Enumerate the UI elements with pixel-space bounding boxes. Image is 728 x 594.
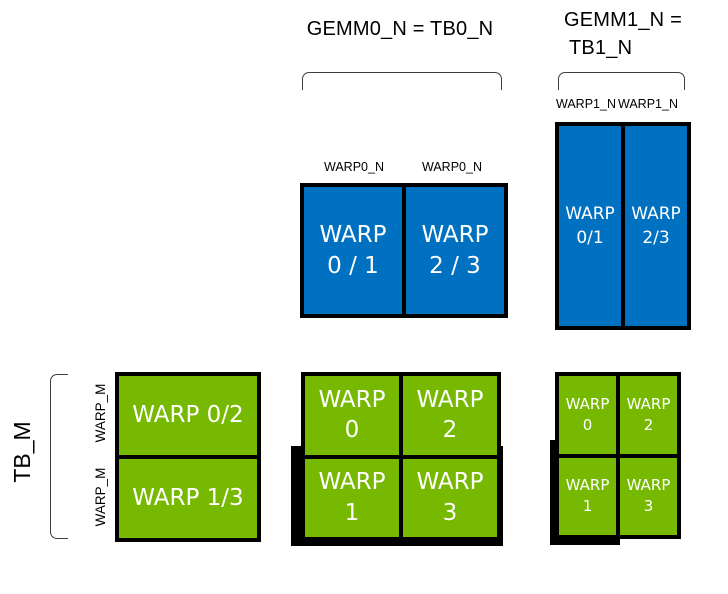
tb-right-warp1-tile: WARP 1 [559,457,616,535]
accum0-warp23-label-line2: 2 / 3 [429,252,481,279]
gemm1-n-extent-bracket [558,72,685,90]
accum1-col0-label: WARP1_N [556,97,616,111]
gemm1-n-header-line1: GEMM1_N = [564,9,682,31]
accum1-warp23-label-line2: 2/3 [642,228,670,248]
tb-mid-warp2-tile: WARP 2 [403,376,497,455]
accum1-col1-label: WARP1_N [618,97,678,111]
tb-right-warp2-tile: WARP 2 [620,376,677,454]
accum1-warp-tiles: WARP 0/1 WARP 2/3 [555,122,691,330]
tb-left-warp02-label: WARP 0/2 [132,402,244,429]
tb-right-warp3-label-line2: 3 [643,497,654,516]
gemm1-n-header-line2: TB1_N [569,37,633,59]
tb-mid-warp1-label-line2: 1 [344,499,360,526]
accum0-warp-tiles: WARP 0 / 1 WARP 2 / 3 [300,183,508,318]
accum1-warp23-tile: WARP 2/3 [625,126,687,326]
tb-right-warp-tiles: WARP 0 WARP 2 WARP 1 WARP 3 [555,372,681,539]
tb-right-warp3-tile: WARP 3 [620,457,677,535]
tb-left-warp02-tile: WARP 0/2 [119,376,257,455]
gemm0-n-extent-bracket [302,72,502,90]
tb-right-warp2-label-line1: WARP [626,394,671,413]
accum1-warp01-tile: WARP 0/1 [559,126,621,326]
tb-right-warp0-label-line2: 0 [582,415,593,434]
accum0-warp01-tile: WARP 0 / 1 [304,187,402,314]
tb-right-warp3-label-line1: WARP [626,476,671,495]
tb-mid-warp2-label-line2: 2 [442,417,458,444]
accum1-warp23-label-line1: WARP [631,203,681,224]
accum0-col0-label: WARP0_N [324,160,384,174]
tb-mid-warp1-tile: WARP 1 [305,458,399,537]
accum1-warp01-label-line1: WARP [565,203,615,224]
tb-mid-warp0-tile: WARP 0 [305,376,399,455]
tb-mid-warp2-label-line1: WARP [416,386,484,413]
accum0-warp23-label-line1: WARP [421,222,489,249]
tb-mid-warp3-label-line1: WARP [416,469,484,496]
tb-mid-warp1-label-line1: WARP [318,469,386,496]
accum0-warp01-label-line2: 0 / 1 [327,252,379,279]
tb-mid-warp-tiles: WARP 0 WARP 2 WARP 1 WARP 3 [301,372,501,541]
accum0-col1-label: WARP0_N [422,160,482,174]
tb-mid-warp0-label-line2: 0 [344,417,360,444]
tb-left-warp-tiles: WARP 0/2 WARP 1/3 [115,372,261,542]
tb-right-warp0-tile: WARP 0 [559,376,616,454]
gemm1-n-header: GEMM1_N = TB1_N [564,6,714,62]
tb-mid-warp3-label-line2: 3 [442,499,458,526]
accum0-warp23-tile: WARP 2 / 3 [406,187,504,314]
tb-m-label: TB_M [8,421,35,483]
tb-left-row1-label: WARP_M [92,467,108,527]
tb-mid-warp3-tile: WARP 3 [403,458,497,537]
tb-left-row0-label: WARP_M [92,383,108,443]
gemm0-n-header: GEMM0_N = TB0_N [306,18,494,40]
accum0-warp01-label-line1: WARP [319,222,387,249]
tb-right-warp1-label-line1: WARP [565,476,610,495]
tb-m-extent-bracket [50,374,68,539]
tb-mid-warp0-label-line1: WARP [318,386,386,413]
tb-left-warp13-label: WARP 1/3 [132,485,244,512]
tb-left-warp13-tile: WARP 1/3 [119,459,257,538]
tb-right-warp2-label-line2: 2 [643,415,654,434]
tb-right-warp1-label-line2: 1 [582,497,593,516]
tb-right-warp0-label-line1: WARP [565,394,610,413]
accum1-warp01-label-line2: 0/1 [576,228,604,248]
